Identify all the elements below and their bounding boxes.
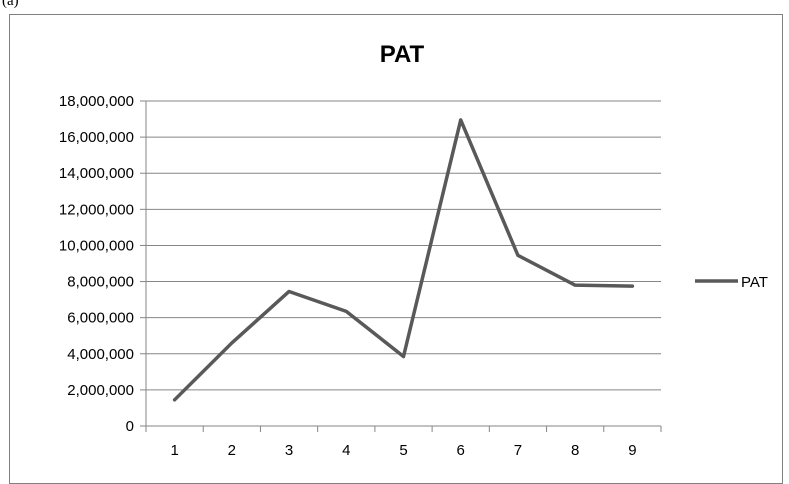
x-tick-label: 8 <box>571 442 579 459</box>
panel-label: (a) <box>2 0 19 9</box>
x-tick-label: 1 <box>170 442 178 459</box>
y-tick-label: 2,000,000 <box>67 382 134 399</box>
data-point <box>287 289 291 293</box>
x-tick-label: 2 <box>228 442 236 459</box>
y-tick-label: 16,000,000 <box>59 129 134 146</box>
y-tick-label: 4,000,000 <box>67 346 134 363</box>
x-tick-label: 7 <box>514 442 522 459</box>
y-tick-label: 0 <box>126 418 134 435</box>
x-tick-label: 5 <box>399 442 407 459</box>
y-tick-label: 8,000,000 <box>67 274 134 291</box>
chart-frame <box>9 14 783 484</box>
y-tick-label: 18,000,000 <box>59 93 134 110</box>
data-point <box>516 253 520 257</box>
x-tick-label: 9 <box>628 442 636 459</box>
data-point <box>344 309 348 313</box>
chart-title: PAT <box>380 41 425 68</box>
y-tick-label: 10,000,000 <box>59 237 134 254</box>
data-point <box>230 341 234 345</box>
data-point <box>630 284 634 288</box>
data-point <box>173 398 177 402</box>
y-tick-label: 14,000,000 <box>59 165 134 182</box>
legend-label: PAT <box>741 274 768 291</box>
y-tick-label: 12,000,000 <box>59 201 134 218</box>
data-point <box>573 283 577 287</box>
x-tick-label: 6 <box>457 442 465 459</box>
y-tick-label: 6,000,000 <box>67 310 134 327</box>
data-point <box>402 354 405 358</box>
x-tick-label: 4 <box>342 442 350 459</box>
x-tick-label: 3 <box>285 442 293 459</box>
data-point <box>459 118 463 122</box>
